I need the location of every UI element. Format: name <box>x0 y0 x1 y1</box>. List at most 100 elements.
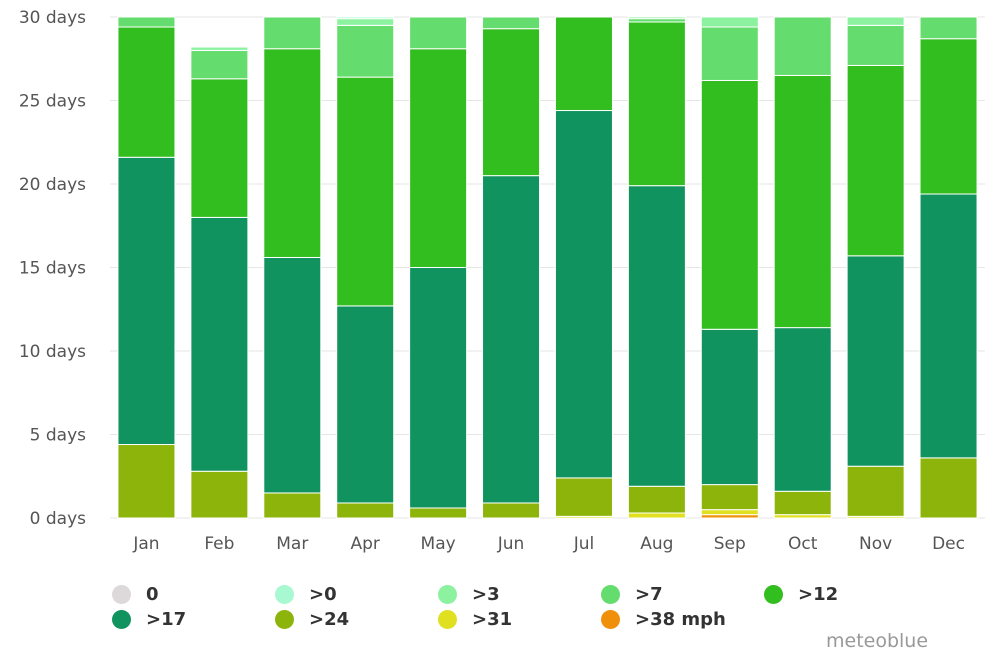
bar-segment <box>190 78 249 218</box>
bar-segment <box>700 509 759 516</box>
bar-segment <box>482 175 541 504</box>
bar-segment <box>336 16 395 20</box>
x-tick-label: Mar <box>276 534 308 554</box>
bar-segment <box>482 502 541 519</box>
x-axis-ticks: Jan Feb Mar Apr May Jun Jul Aug Sep Oct Nov Dec <box>132 534 965 554</box>
legend-item[interactable]: >38 mph <box>601 609 726 630</box>
bar-segment <box>773 490 832 516</box>
legend-swatch-icon <box>275 610 294 629</box>
y-tick-label: 15 days <box>19 259 86 279</box>
bar-segment <box>117 444 176 519</box>
legend-swatch-icon <box>438 610 457 629</box>
x-tick-label: Nov <box>859 534 892 554</box>
bar-segment <box>627 485 686 514</box>
bar-segment <box>919 16 978 40</box>
bar-segment <box>336 18 395 26</box>
legend-swatch-icon <box>112 585 131 604</box>
bar-segment <box>627 21 686 187</box>
bar-segment <box>773 514 832 519</box>
bar-segment <box>117 26 176 158</box>
bar-segment <box>190 49 249 80</box>
legend-item[interactable]: >7 <box>601 584 663 605</box>
bar-segment <box>627 16 686 20</box>
bar-segment <box>409 267 468 509</box>
bar-segment <box>409 507 468 519</box>
bar-segment <box>700 328 759 486</box>
y-axis-ticks: 0 days 5 days 10 days 15 days 20 days 25 days… <box>19 8 86 529</box>
bar-segment <box>700 16 759 28</box>
x-tick-label: Sep <box>714 534 746 554</box>
legend-swatch-icon <box>601 585 620 604</box>
bar-segment <box>846 64 905 257</box>
bar-segment <box>627 512 686 519</box>
legend-label: >3 <box>472 584 500 605</box>
legend-label: 0 <box>146 584 159 605</box>
legend-swatch-icon <box>601 610 620 629</box>
x-tick-label: May <box>421 534 456 554</box>
bar-segment <box>336 502 395 519</box>
legend-item[interactable]: >3 <box>438 584 500 605</box>
bar-segment <box>846 255 905 467</box>
legend-label: >24 <box>309 609 350 630</box>
bar-segment <box>919 193 978 459</box>
legend-label: >38 mph <box>635 609 726 630</box>
x-tick-label: Apr <box>350 534 379 554</box>
wind-speed-stacked-bar-chart: 0 days 5 days 10 days 15 days 20 days 25 days… <box>19 8 985 554</box>
x-tick-label: Oct <box>788 534 818 554</box>
y-tick-label: 0 days <box>30 509 86 529</box>
legend-item[interactable]: >31 <box>438 609 512 630</box>
bar-segment <box>846 16 905 26</box>
bar-segment <box>190 46 249 51</box>
bar-segment <box>117 16 176 28</box>
bar-segment <box>263 16 322 50</box>
bar-segment <box>336 76 395 307</box>
legend-item[interactable]: >24 <box>275 609 349 630</box>
bar-segment <box>117 156 176 446</box>
grid-lines <box>110 16 985 519</box>
y-tick-label: 5 days <box>30 426 86 446</box>
bar-segment <box>919 457 978 519</box>
legend-swatch-icon <box>112 610 131 629</box>
y-tick-label: 30 days <box>19 8 86 28</box>
bar-segment <box>846 24 905 66</box>
bar-segment <box>919 38 978 195</box>
x-tick-label: Jun <box>497 534 525 554</box>
bar-segment <box>409 16 468 50</box>
bar-segment <box>846 465 905 517</box>
legend-swatch-icon <box>275 585 294 604</box>
bar-segment <box>627 185 686 487</box>
bars <box>117 16 978 519</box>
x-tick-label: Aug <box>640 534 673 554</box>
bar-segment <box>700 26 759 81</box>
legend-item[interactable]: >17 <box>112 609 186 630</box>
y-tick-label: 25 days <box>19 92 86 112</box>
bar-segment <box>409 48 468 269</box>
legend-item[interactable]: >0 <box>275 584 337 605</box>
bar-segment <box>627 18 686 23</box>
bar-segment <box>263 48 322 258</box>
bar-segment <box>190 470 249 519</box>
bar-segment <box>263 492 322 519</box>
legend-label: >0 <box>309 584 337 605</box>
y-tick-label: 10 days <box>19 342 86 362</box>
bar-segment <box>482 28 541 177</box>
bar-segment <box>336 305 395 504</box>
bar-segment <box>554 477 613 517</box>
bar-segment <box>773 16 832 76</box>
credit-label: meteoblue <box>826 630 929 652</box>
bar-segment <box>700 484 759 511</box>
legend-item[interactable]: 0 <box>112 584 159 605</box>
legend-item[interactable]: >12 <box>764 584 838 605</box>
legend-label: >31 <box>472 609 513 630</box>
legend-swatch-icon <box>764 585 783 604</box>
bar-segment <box>773 327 832 492</box>
legend-label: >7 <box>635 584 663 605</box>
legend-label: >17 <box>146 609 187 630</box>
x-tick-label: Feb <box>204 534 234 554</box>
bar-segment <box>554 110 613 479</box>
bar-segment <box>336 24 395 78</box>
bar-segment <box>700 514 759 519</box>
legend-label: >12 <box>798 584 839 605</box>
bar-segment <box>263 256 322 494</box>
bar-segment <box>700 79 759 330</box>
